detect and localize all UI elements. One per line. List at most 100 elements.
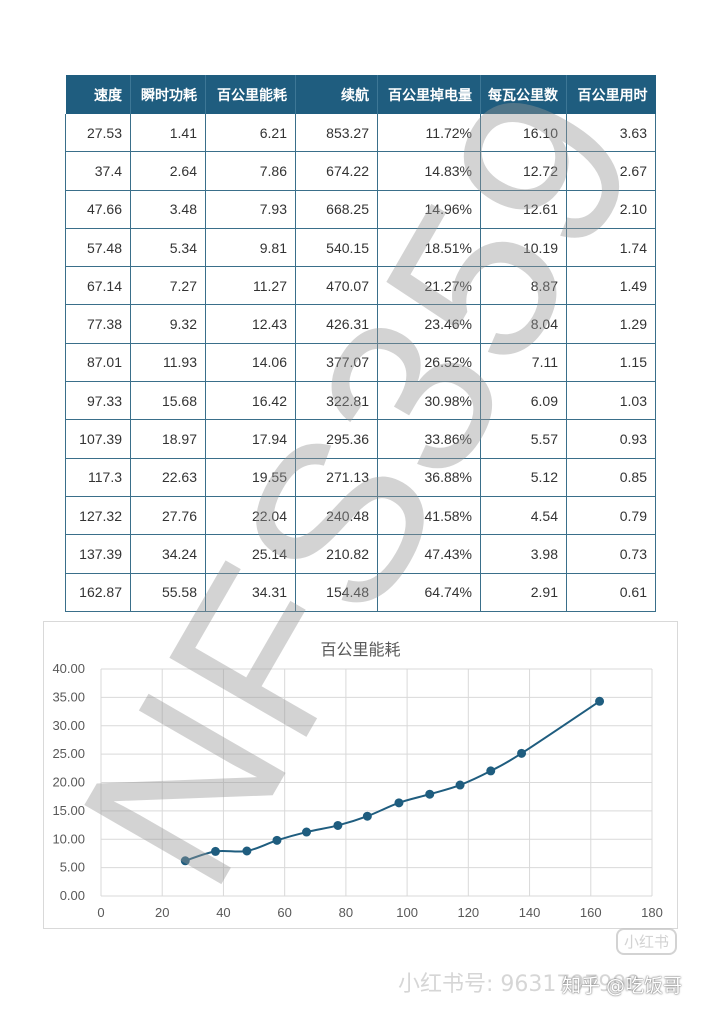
table-cell: 6.09: [480, 381, 567, 421]
table-cell: 1.41: [130, 114, 206, 153]
x-tick-label: 140: [519, 905, 541, 920]
table-cell: 107.39: [65, 419, 131, 459]
table-cell: 12.61: [480, 190, 567, 229]
table-row: 57.48 5.34 9.81 540.15 18.51% 10.19 1.74: [65, 228, 656, 268]
x-tick-label: 160: [580, 905, 602, 920]
table-cell: 1.15: [566, 343, 656, 383]
table-cell: 2.67: [566, 151, 656, 191]
table-cell: 27.53: [65, 114, 131, 153]
table-row: 27.53 1.41 6.21 853.27 11.72% 16.10 3.63: [65, 114, 656, 153]
table-cell: 34.31: [205, 573, 296, 612]
table-cell: 137.39: [65, 534, 131, 574]
table-row: 97.33 15.68 16.42 322.81 30.98% 6.09 1.03: [65, 381, 656, 421]
table-cell: 10.19: [480, 228, 567, 268]
table-cell: 117.3: [65, 458, 131, 497]
table-cell: 16.42: [205, 381, 296, 421]
table-cell: 853.27: [295, 114, 378, 153]
data-point: [486, 766, 496, 776]
x-tick-label: 100: [396, 905, 418, 920]
y-tick-label: 10.00: [52, 831, 85, 846]
table-cell: 5.12: [480, 458, 567, 497]
x-tick-label: 40: [216, 905, 230, 920]
table-cell: 37.4: [65, 151, 131, 191]
table-cell: 23.46%: [377, 304, 481, 344]
table-cell: 33.86%: [377, 419, 481, 459]
data-point: [210, 846, 220, 856]
table-cell: 9.32: [130, 304, 206, 344]
table-row: 162.87 55.58 34.31 154.48 64.74% 2.91 0.61: [65, 573, 656, 612]
y-tick-label: 5.00: [60, 860, 85, 875]
table-cell: 271.13: [295, 458, 378, 497]
x-tick-label: 0: [97, 905, 104, 920]
table-cell: 8.87: [480, 266, 567, 306]
table-cell: 0.79: [566, 496, 656, 536]
y-tick-label: 0.00: [60, 888, 85, 903]
column-header: 速度: [65, 75, 131, 114]
table-row: 37.4 2.64 7.86 674.22 14.83% 12.72 2.67: [65, 151, 656, 191]
table-cell: 77.38: [65, 304, 131, 344]
data-point: [302, 827, 312, 837]
table-cell: 668.25: [295, 190, 378, 229]
data-point: [517, 748, 527, 758]
chart-title: 百公里能耗: [320, 640, 401, 659]
table-cell: 2.91: [480, 573, 567, 612]
table-cell: 47.66: [65, 190, 131, 229]
watermark-xhs-logo: 小红书: [616, 928, 678, 955]
table-cell: 540.15: [295, 228, 378, 268]
table-cell: 1.49: [566, 266, 656, 306]
data-point: [362, 811, 372, 821]
table-cell: 7.27: [130, 266, 206, 306]
table-cell: 25.14: [205, 534, 296, 574]
table-cell: 36.88%: [377, 458, 481, 497]
watermark-xhs-id: 小红书号: 9631797999: [398, 972, 641, 997]
table-cell: 470.07: [295, 266, 378, 306]
table-cell: 9.81: [205, 228, 296, 268]
x-tick-label: 20: [155, 905, 169, 920]
table-cell: 5.57: [480, 419, 567, 459]
table-cell: 322.81: [295, 381, 378, 421]
table-cell: 22.63: [130, 458, 206, 497]
table-cell: 5.34: [130, 228, 206, 268]
table-cell: 14.96%: [377, 190, 481, 229]
table-cell: 8.04: [480, 304, 567, 344]
table-cell: 18.51%: [377, 228, 481, 268]
table-cell: 19.55: [205, 458, 296, 497]
table-cell: 2.10: [566, 190, 656, 229]
watermark-zhihu: 知乎 @吃饭哥: [562, 975, 683, 997]
column-header: 瞬时功耗: [130, 75, 206, 114]
table-cell: 14.06: [205, 343, 296, 383]
data-point: [425, 789, 435, 799]
x-tick-label: 120: [457, 905, 479, 920]
table-cell: 41.58%: [377, 496, 481, 536]
table-cell: 295.36: [295, 419, 378, 459]
table-cell: 87.01: [65, 343, 131, 383]
x-tick-label: 180: [641, 905, 663, 920]
y-tick-label: 35.00: [52, 689, 85, 704]
data-table: 速度 瞬时功耗 百公里能耗 续航 百公里掉电量 每瓦公里数 百公里用时 27.53 1.41 6…: [65, 75, 656, 612]
y-tick-label: 15.00: [52, 803, 85, 818]
table-cell: 67.14: [65, 266, 131, 306]
table-cell: 0.93: [566, 419, 656, 459]
y-tick-label: 30.00: [52, 718, 85, 733]
data-point: [455, 780, 465, 790]
chart-plot: 0 20 40 60 80 100 120 140 160 180 0.00 5.00 10.00 15.…: [52, 661, 663, 920]
data-point: [333, 820, 343, 830]
table-cell: 3.63: [566, 114, 656, 153]
table-cell: 162.87: [65, 573, 131, 612]
table-cell: 22.04: [205, 496, 296, 536]
table-cell: 0.85: [566, 458, 656, 497]
x-tick-label: 60: [277, 905, 291, 920]
table-cell: 18.97: [130, 419, 206, 459]
table-cell: 16.10: [480, 114, 567, 153]
table-cell: 21.27%: [377, 266, 481, 306]
table-cell: 11.93: [130, 343, 206, 383]
x-tick-label: 80: [339, 905, 353, 920]
table-cell: 11.72%: [377, 114, 481, 153]
table-cell: 210.82: [295, 534, 378, 574]
data-point: [394, 798, 404, 808]
table-row: 127.32 27.76 22.04 240.48 41.58% 4.54 0.79: [65, 496, 656, 536]
data-point: [595, 696, 605, 706]
data-point: [180, 856, 190, 866]
table-row: 117.3 22.63 19.55 271.13 36.88% 5.12 0.85: [65, 458, 656, 497]
column-header: 每瓦公里数: [480, 75, 567, 114]
